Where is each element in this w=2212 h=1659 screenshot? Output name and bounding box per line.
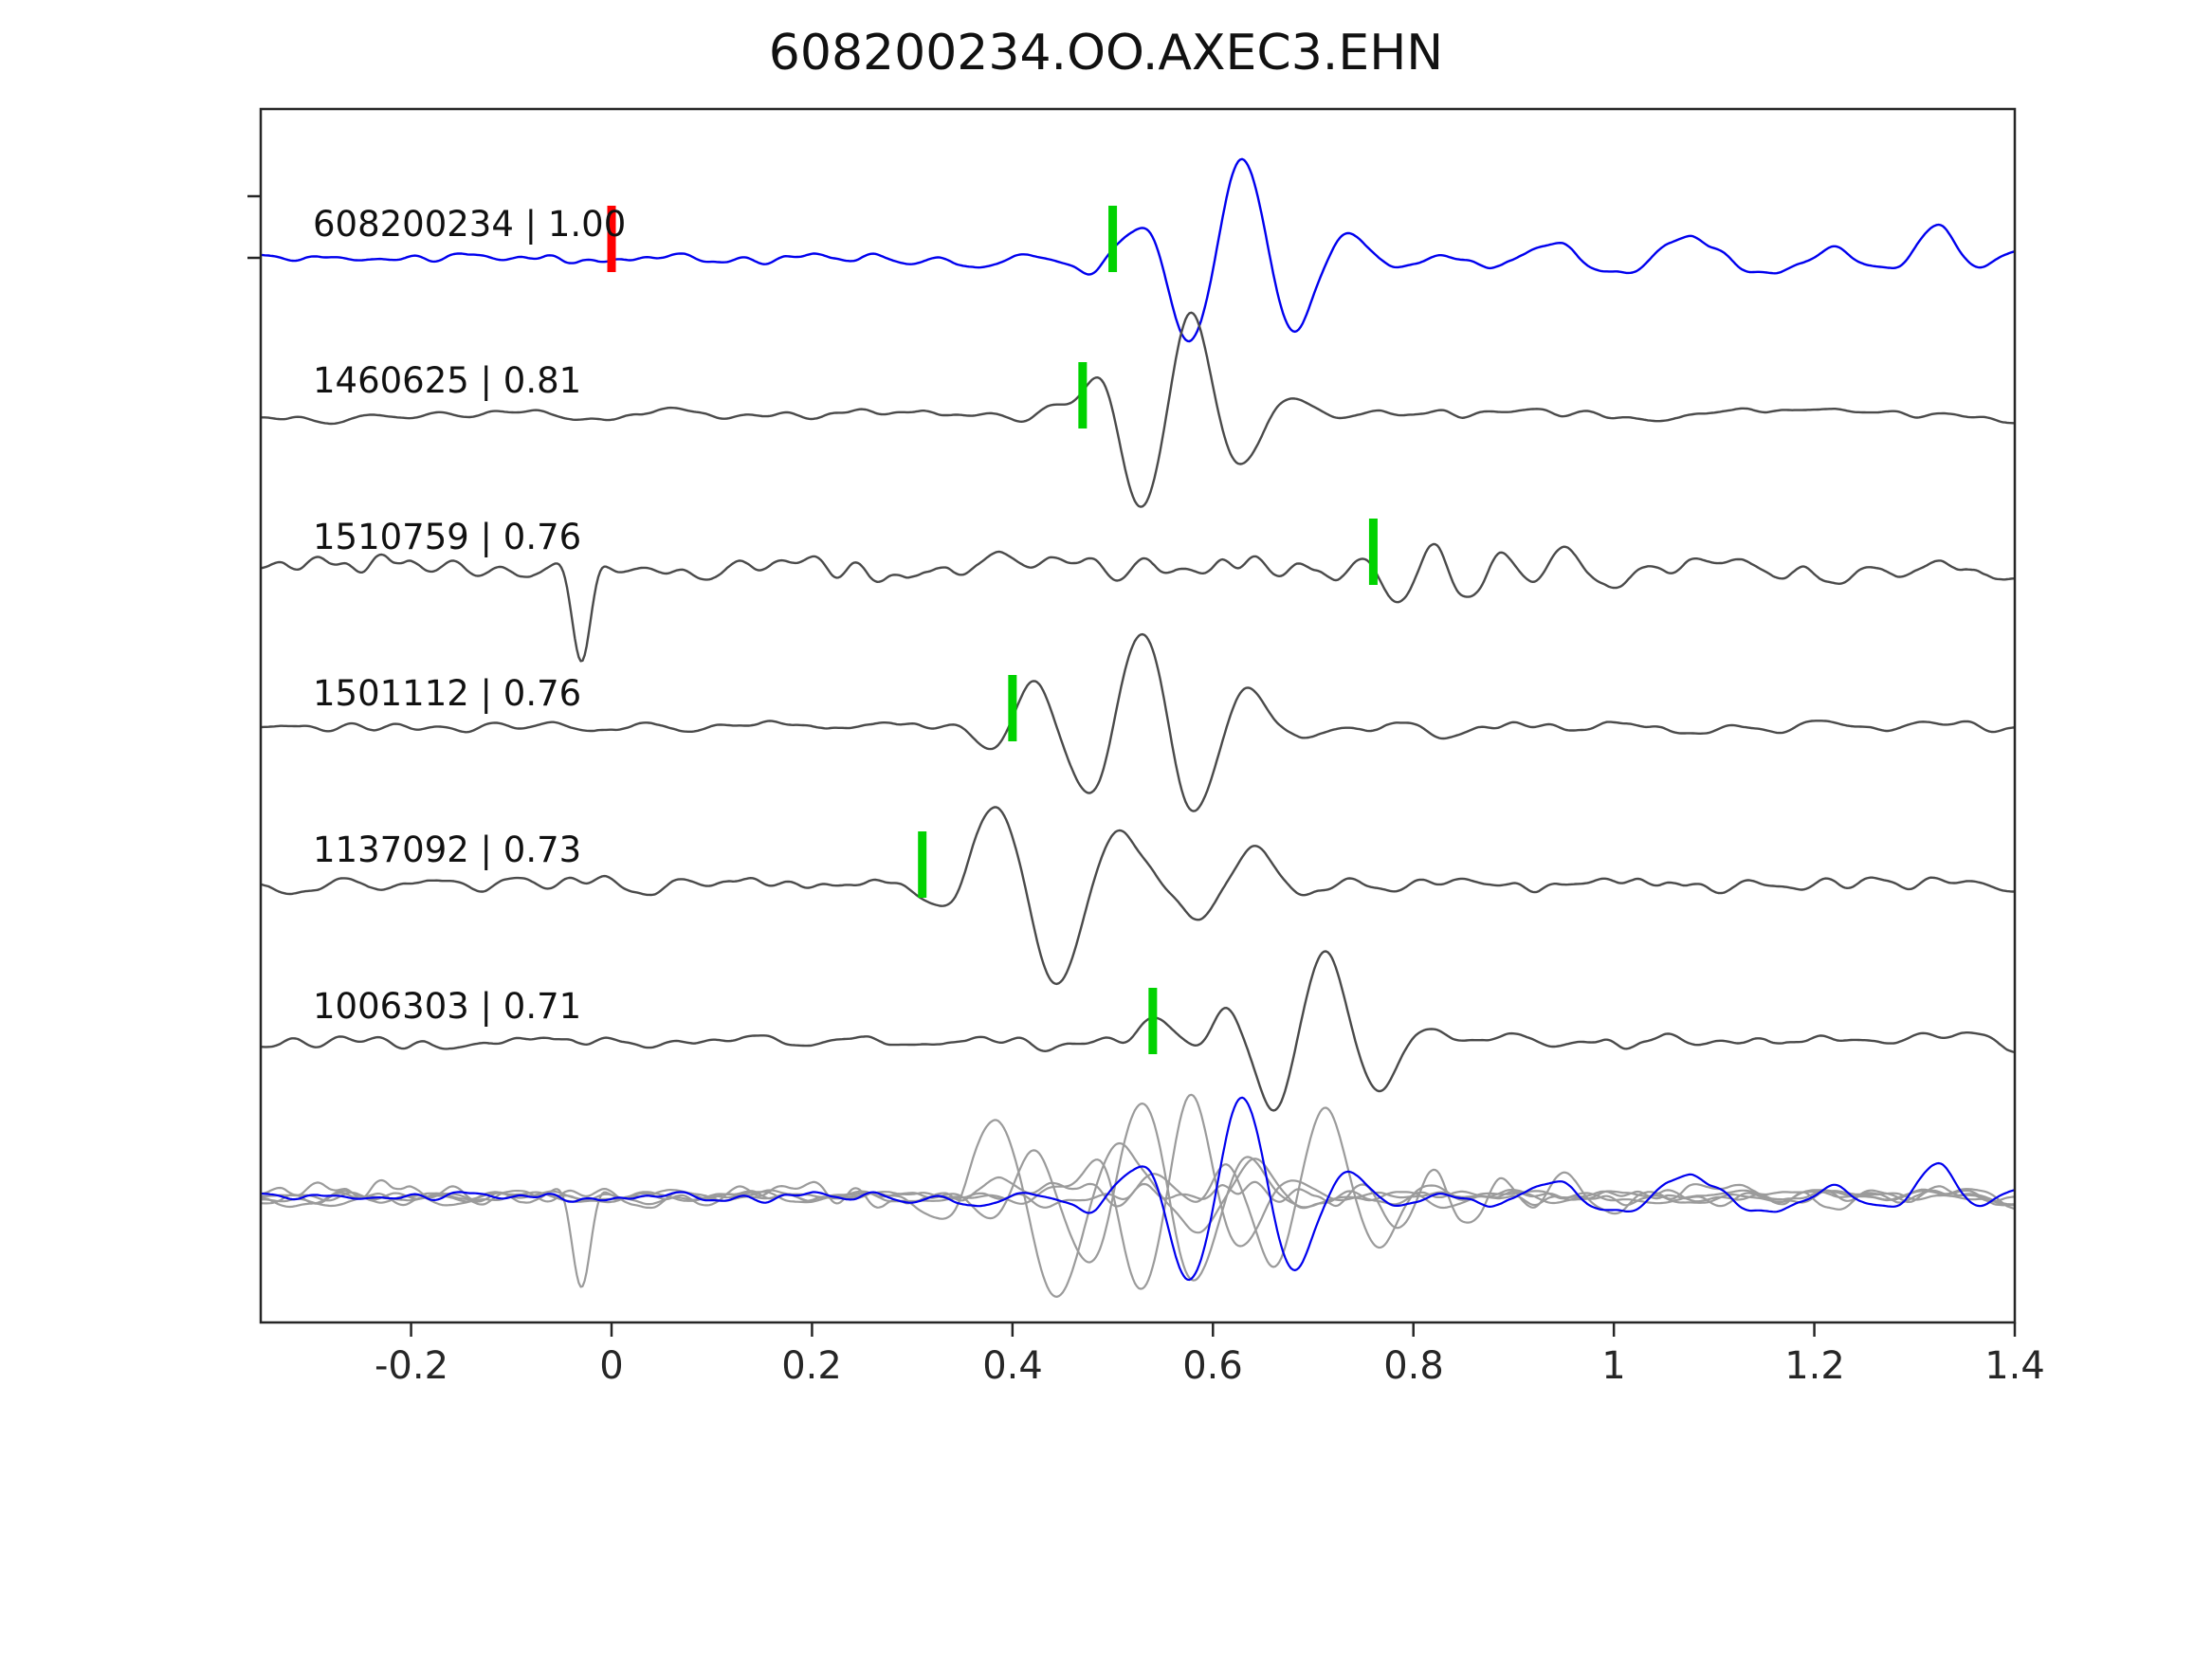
trace-label-1006303: 1006303 | 0.71: [313, 986, 582, 1027]
x-tick-label-3: 0.4: [982, 1344, 1043, 1388]
waveform-608200234: [261, 157, 2015, 343]
waveform-1510759: [261, 542, 2015, 663]
trace-label-1137092: 1137092 | 0.73: [313, 830, 582, 870]
x-tick-label-6: 1: [1601, 1344, 1626, 1388]
trace-label-608200234: 608200234 | 1.00: [313, 204, 627, 245]
overlay-waveform-1501112: [261, 1103, 2015, 1282]
overlay-waveform-1137092: [261, 1119, 2015, 1298]
waveform-1006303: [261, 950, 2015, 1112]
overlay-waveform-1460625: [261, 1093, 2015, 1290]
waveform-1460625: [261, 311, 2015, 508]
figure-title: 608200234.OO.AXEC3.EHN: [768, 25, 1444, 82]
x-tick-label-8: 1.4: [1984, 1344, 2045, 1388]
x-tick-label-4: 0.6: [1182, 1344, 1243, 1388]
axes-box: [259, 107, 2017, 1324]
trace-label-1460625: 1460625 | 0.81: [313, 360, 582, 401]
waveform-1137092: [261, 806, 2015, 986]
trace-label-1510759: 1510759 | 0.76: [313, 517, 582, 557]
overlay-waveform-1510759: [261, 1168, 2015, 1288]
x-tick-label-1: 0: [599, 1344, 624, 1388]
trace-label-1501112: 1501112 | 0.76: [313, 673, 582, 714]
x-tick-label-5: 0.8: [1383, 1344, 1444, 1388]
x-tick-label-7: 1.2: [1784, 1344, 1845, 1388]
overlay-waveform-template: [261, 1096, 2015, 1282]
x-tick-label-2: 0.2: [781, 1344, 842, 1388]
waveform-1501112: [261, 632, 2015, 812]
traces-group: [261, 157, 2015, 1298]
x-tick-label-0: -0.2: [374, 1344, 449, 1388]
